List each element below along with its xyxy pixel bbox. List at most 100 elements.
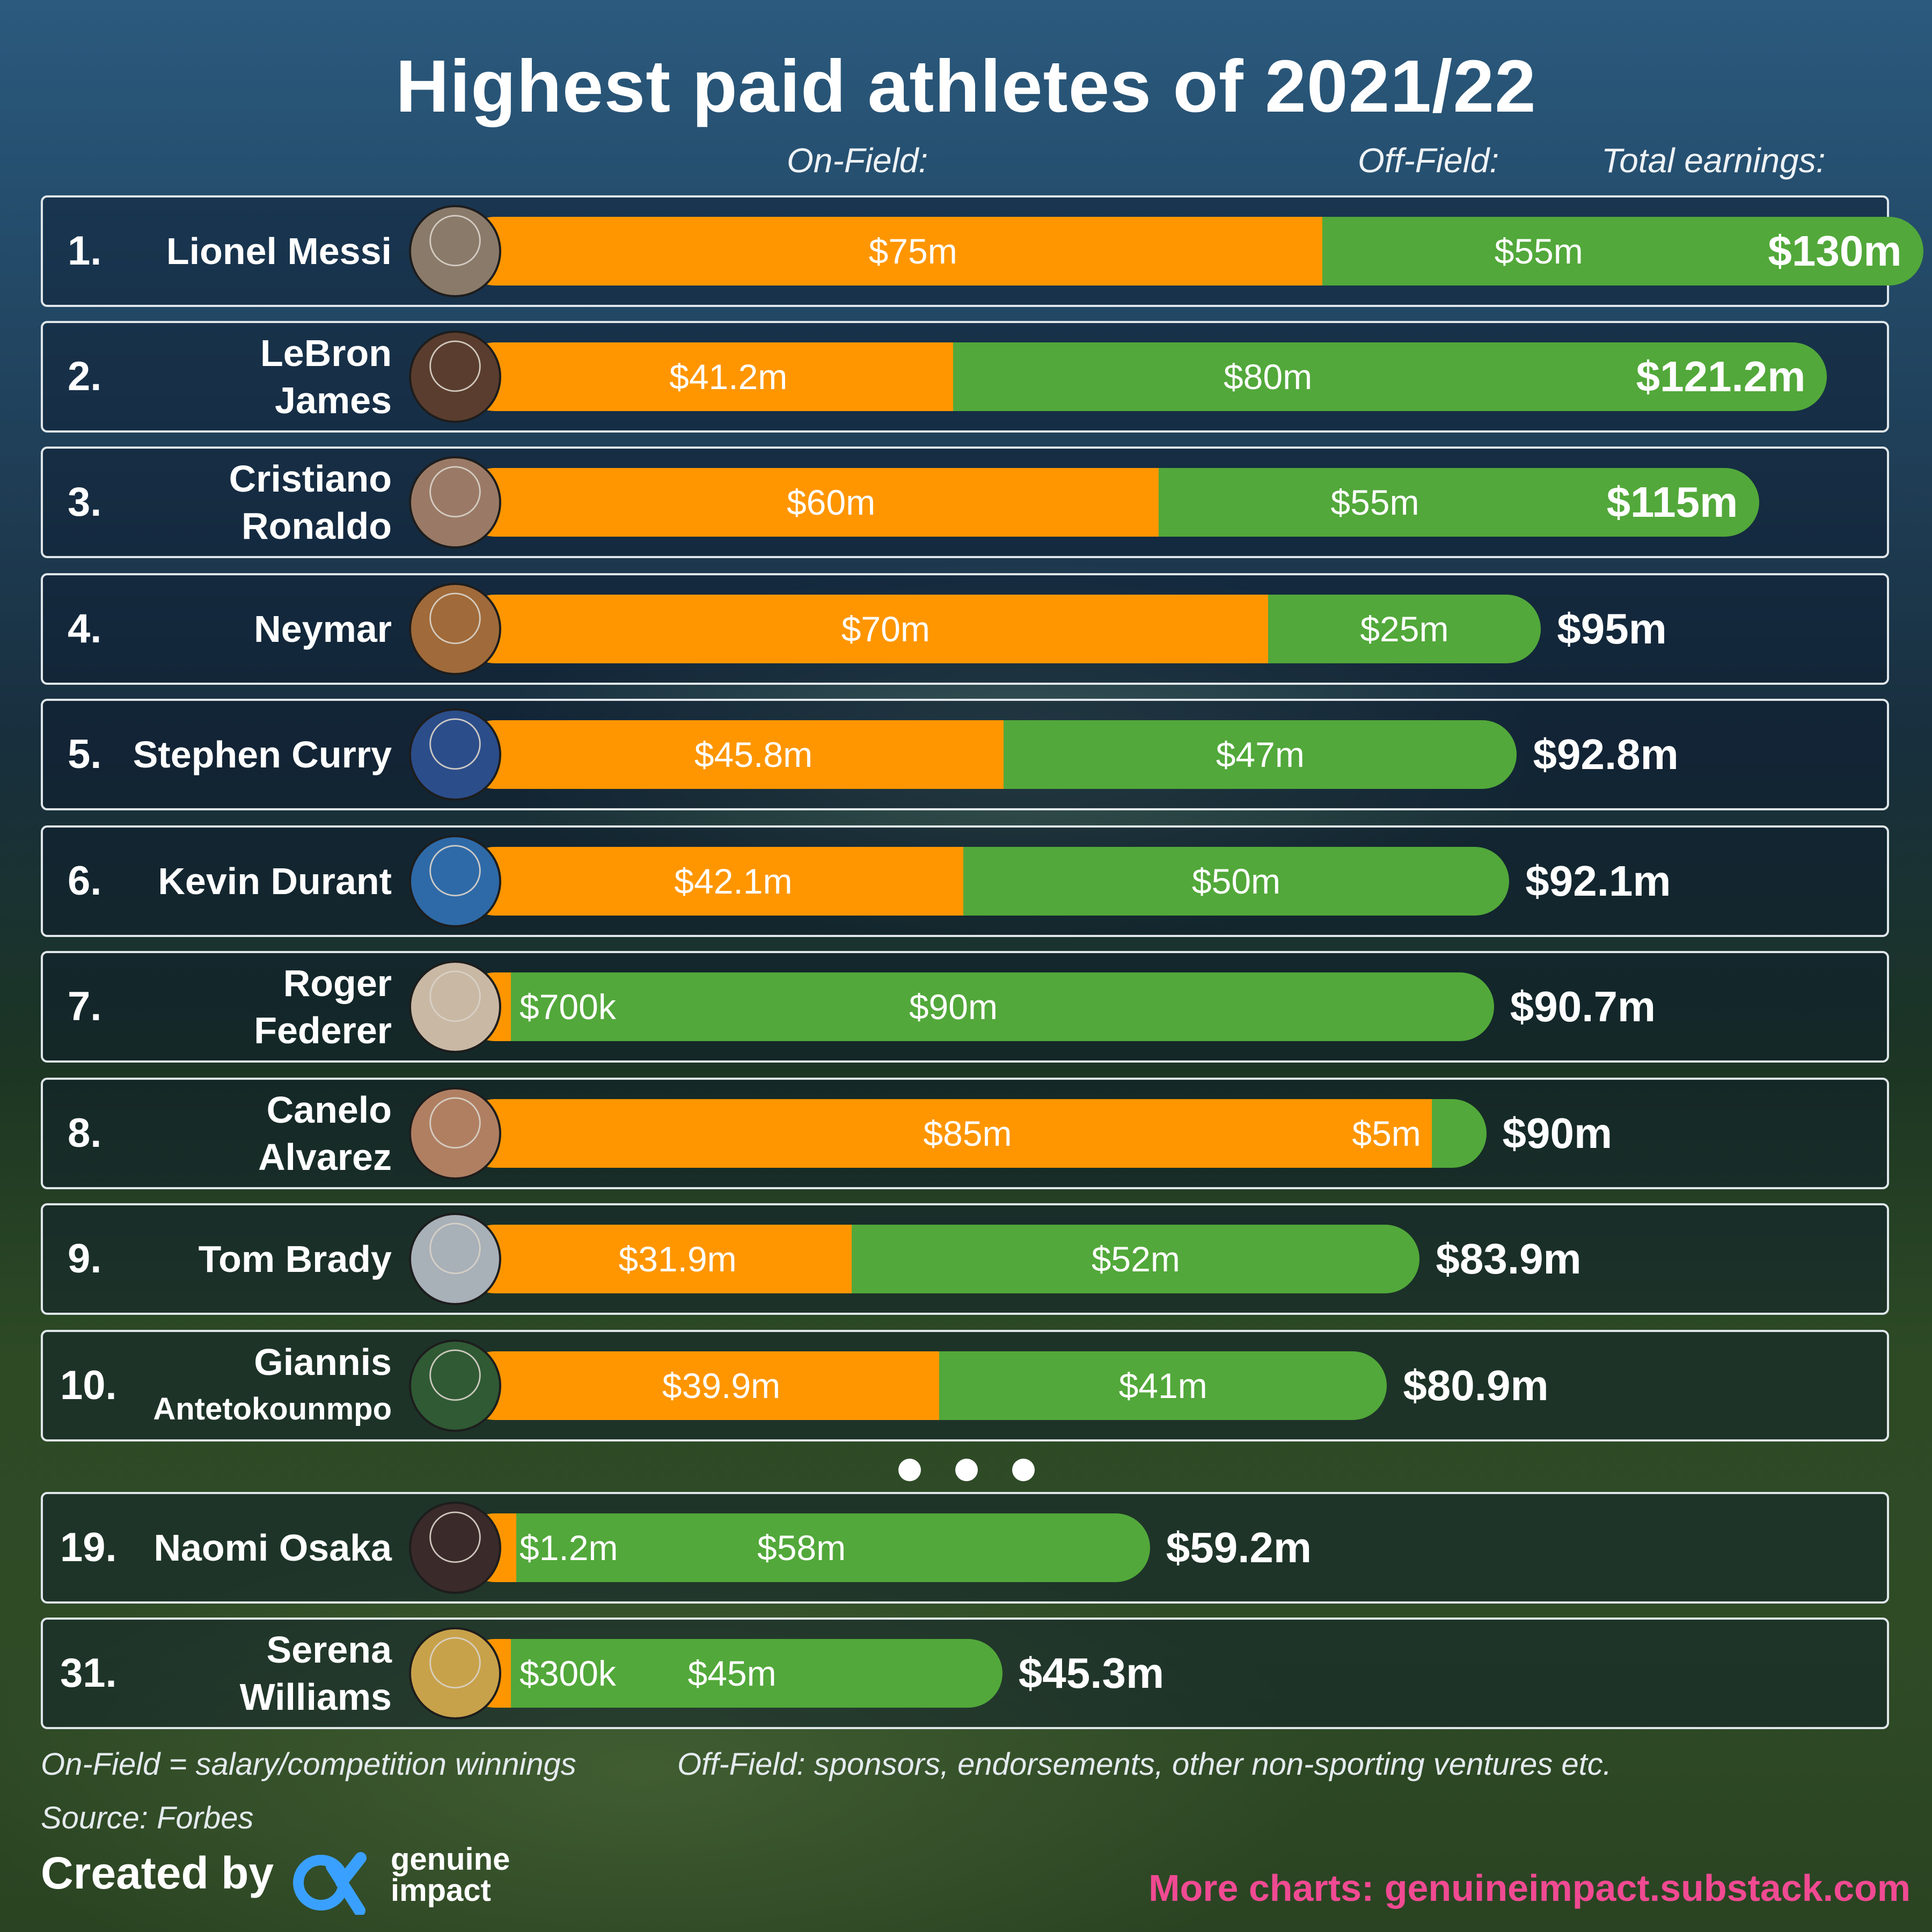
- athlete-photo: [409, 1627, 501, 1719]
- off-field-value: $58m: [757, 1528, 846, 1568]
- earnings-bar: [460, 342, 1827, 411]
- earnings-bar: [460, 1099, 1487, 1168]
- on-field-definition: On-Field = salary/competition winnings: [41, 1747, 576, 1782]
- off-field-value: $90m: [909, 987, 998, 1027]
- on-field-bar: [460, 1099, 1432, 1168]
- athlete-photo: [409, 708, 501, 801]
- athlete-name-line2: Williams: [239, 1676, 392, 1718]
- athlete-photo: [409, 961, 501, 1053]
- earnings-bar: [460, 217, 1923, 286]
- off-field-value: $45m: [687, 1653, 777, 1693]
- more-charts-link[interactable]: More charts: genuineimpact.substack.com: [1148, 1867, 1911, 1909]
- on-field-bar: [460, 1351, 939, 1420]
- off-field-bar: [1004, 720, 1517, 789]
- athlete-name-line1: Stephen Curry: [133, 734, 392, 775]
- athlete-photo: [409, 205, 501, 297]
- chart-title: Highest paid athletes of 2021/22: [396, 45, 1536, 128]
- athlete-name: Giannis Antetokounmpo: [59, 1338, 392, 1433]
- off-field-bar: [939, 1351, 1387, 1420]
- earnings-bar: [460, 720, 1517, 789]
- off-field-value: $41m: [1118, 1366, 1208, 1406]
- athlete-name-line1: Neymar: [254, 608, 392, 650]
- athlete-name-line1: Giannis: [254, 1341, 392, 1383]
- athlete-photo: [409, 583, 501, 675]
- on-field-value: $31.9m: [618, 1239, 737, 1279]
- total-earnings-value: $92.1m: [1525, 857, 1671, 905]
- total-earnings-value: $90m: [1502, 1109, 1613, 1157]
- athlete-name-line1: Lionel Messi: [166, 230, 392, 272]
- total-earnings-value: $80.9m: [1403, 1362, 1549, 1409]
- ellipsis-dot: [898, 1459, 921, 1481]
- athlete-name-line1: Naomi Osaka: [153, 1527, 392, 1569]
- off-field-bar: [953, 342, 1827, 411]
- athlete-name: Serena Williams: [59, 1626, 392, 1721]
- total-earnings-value: $45.3m: [1018, 1649, 1165, 1697]
- athlete-row: [41, 699, 1889, 810]
- rank-label: 6.: [68, 858, 102, 904]
- athlete-name: Neymar: [59, 605, 392, 653]
- rank-label: 1.: [68, 228, 102, 274]
- athlete-name-line1: Kevin Durant: [158, 860, 392, 902]
- athlete-name: Kevin Durant: [59, 858, 392, 905]
- athlete-name-line1: Tom Brady: [198, 1238, 392, 1280]
- athlete-name: Canelo Alvarez: [59, 1086, 392, 1181]
- off-field-bar: [852, 1225, 1420, 1293]
- earnings-bar: [460, 595, 1541, 663]
- total-earnings-value: $121.2m: [1636, 353, 1806, 400]
- total-earnings-header: Total earnings:: [1601, 141, 1826, 180]
- off-field-value: $50m: [1191, 861, 1281, 901]
- on-field-value: $70m: [841, 609, 930, 649]
- off-field-value: $5m: [1352, 1114, 1421, 1153]
- earnings-bar: [460, 468, 1760, 537]
- off-field-bar: [1322, 217, 1923, 286]
- earnings-bar: [460, 1351, 1387, 1420]
- off-field-bar: [1268, 595, 1541, 663]
- rank-label: 8.: [68, 1110, 102, 1156]
- on-field-header: On-Field:: [787, 141, 928, 180]
- rank-label: 4.: [68, 606, 102, 652]
- created-by-label: Created by: [41, 1848, 274, 1898]
- total-earnings-value: $95m: [1557, 605, 1667, 653]
- earnings-bar: [460, 1225, 1420, 1293]
- on-field-bar: [460, 342, 954, 411]
- athlete-name: LeBron James: [59, 330, 392, 424]
- athlete-name-line2: Federer: [254, 1009, 392, 1051]
- on-field-value: $39.9m: [662, 1366, 781, 1406]
- athlete-photo: [409, 456, 501, 548]
- off-field-value: $25m: [1360, 609, 1449, 649]
- total-earnings-value: $90.7m: [1510, 983, 1656, 1030]
- athlete-name: Naomi Osaka: [59, 1524, 392, 1571]
- off-field-header: Off-Field:: [1358, 141, 1499, 180]
- athlete-name-line2: Antetokounmpo: [153, 1392, 392, 1426]
- off-field-bar: [1159, 468, 1760, 537]
- off-field-bar: [1431, 1099, 1487, 1168]
- athlete-name: Tom Brady: [59, 1235, 392, 1283]
- on-field-bar: [460, 468, 1159, 537]
- total-earnings-value: $115m: [1606, 478, 1738, 526]
- on-field-value: $1.2m: [519, 1528, 618, 1568]
- off-field-value: $52m: [1091, 1239, 1180, 1279]
- on-field-bar: [460, 847, 963, 916]
- rank-label: 9.: [68, 1236, 102, 1282]
- athlete-name-line1: Roger: [283, 962, 392, 1004]
- off-field-bar: [963, 847, 1510, 916]
- on-field-bar: [460, 1225, 852, 1293]
- total-earnings-value: $92.8m: [1533, 730, 1679, 778]
- rank-label: 3.: [68, 479, 102, 525]
- total-earnings-value: $59.2m: [1166, 1524, 1312, 1571]
- on-field-bar: [460, 217, 1323, 286]
- athlete-name-line2: Alvarez: [258, 1136, 392, 1178]
- brand-line2: impact: [391, 1873, 491, 1908]
- rank-label: 19.: [60, 1525, 117, 1570]
- off-field-value: $47m: [1216, 735, 1305, 774]
- on-field-value: $60m: [786, 482, 876, 522]
- athlete-photo: [409, 1502, 501, 1594]
- on-field-value: $75m: [868, 231, 957, 271]
- rank-label: 31.: [60, 1650, 117, 1696]
- genuine-impact-logo-icon: [293, 1852, 367, 1915]
- athlete-photo: [409, 1340, 501, 1432]
- off-field-value: $55m: [1330, 482, 1419, 522]
- ellipsis-dot: [955, 1459, 978, 1481]
- athlete-name: Cristiano Ronaldo: [59, 455, 392, 550]
